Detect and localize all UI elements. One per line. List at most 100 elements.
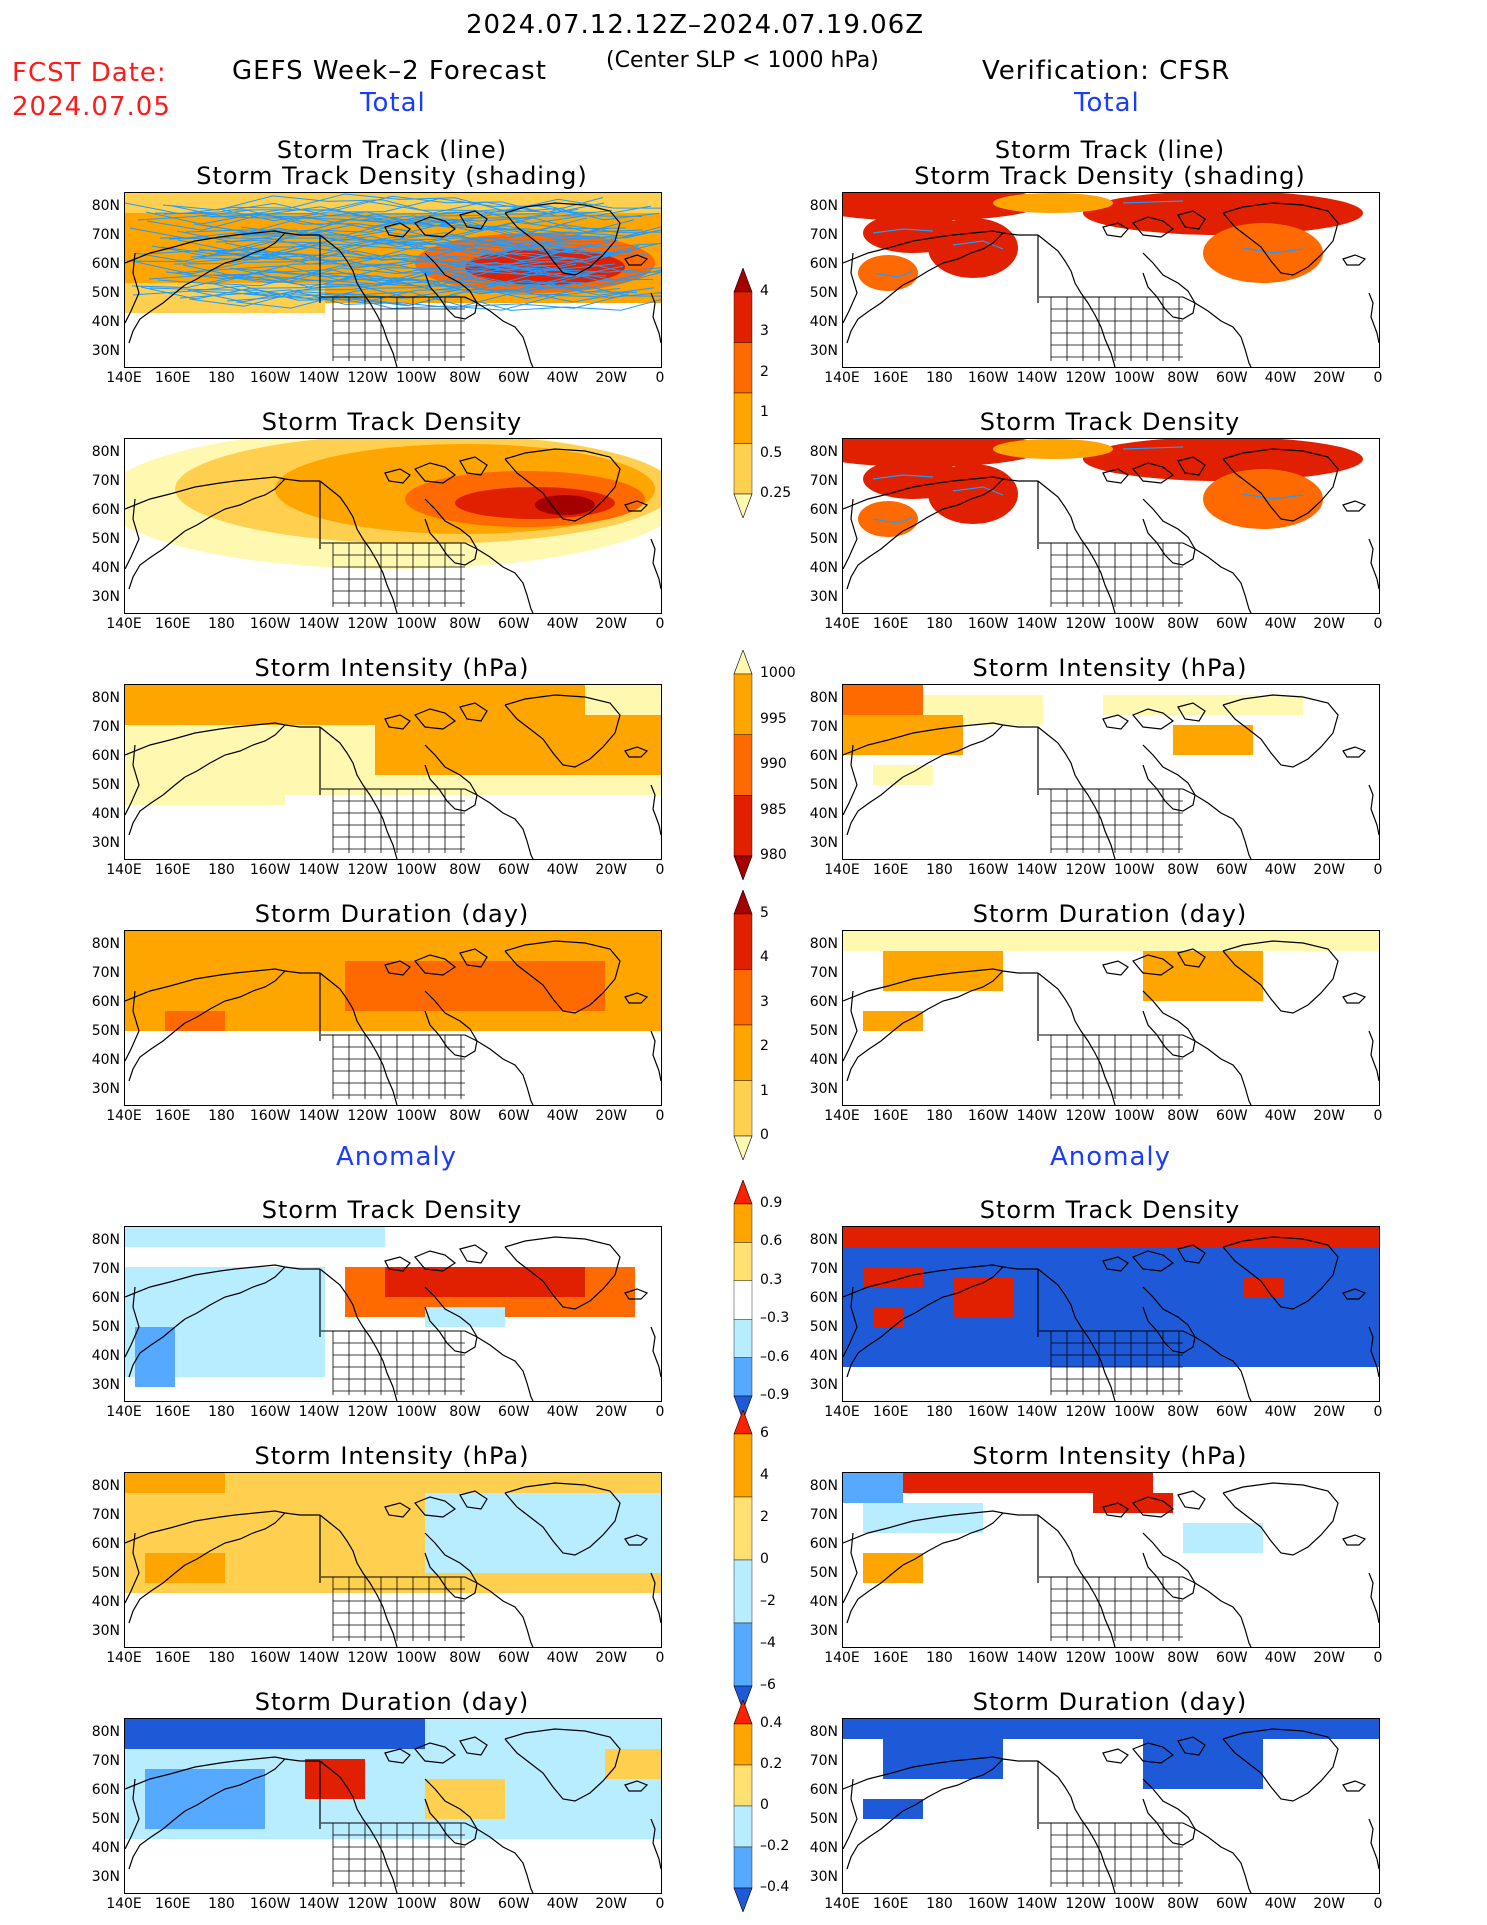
lon-tick-label: 180 — [208, 1404, 235, 1420]
lon-tick-label: 100W — [396, 1896, 437, 1912]
lon-tick-label: 180 — [208, 1108, 235, 1124]
lon-tick-label: 60W — [497, 1404, 530, 1420]
coastline-5 — [843, 1286, 858, 1358]
lon-tick-label: 140W — [1016, 1896, 1058, 1912]
colorbar-label: 980 — [760, 847, 787, 863]
coastline-9 — [1132, 708, 1175, 730]
lat-tick-label: 40N — [809, 1348, 838, 1364]
lon-tick-label: 180 — [208, 1650, 235, 1666]
density-e — [1083, 193, 1363, 235]
lon-tick-label: 80W — [1167, 1896, 1199, 1912]
coastline-7 — [1194, 548, 1252, 613]
coastline-3 — [902, 478, 1004, 532]
lat-tick-label: 50N — [809, 285, 838, 301]
lon-tick-label: 140W — [1016, 1650, 1058, 1666]
verification-map-row-6 — [842, 1718, 1380, 1894]
lon-tick-label: 20W — [595, 1404, 628, 1420]
lat-tick-label: 60N — [91, 256, 120, 272]
panel-title: Storm Duration (day) — [972, 900, 1248, 928]
lon-tick-label: 160E — [154, 1108, 191, 1124]
panel-title: Storm Track (line) — [994, 136, 1226, 164]
right-total-label: Total — [1074, 88, 1140, 118]
colorbar-label: 4 — [760, 283, 769, 299]
lon-tick-label: 140E — [824, 616, 860, 632]
colorbar-label: 4 — [760, 1467, 769, 1483]
lon-tick-label: 160E — [872, 862, 909, 878]
density-g — [993, 193, 1113, 213]
lon-tick-label: 20W — [1313, 1108, 1346, 1124]
coastline-13 — [650, 1572, 661, 1624]
colorbar-segment — [733, 1203, 753, 1243]
lon-tick-label: 180 — [926, 370, 953, 386]
lon-tick-label: 120W — [1065, 1404, 1106, 1420]
lon-tick-label: 0 — [1373, 1108, 1383, 1124]
lon-tick-label: 40W — [546, 862, 579, 878]
lon-tick-label: 120W — [347, 1650, 388, 1666]
coastline-12 — [624, 746, 649, 758]
verification-map-row-5 — [842, 1472, 1380, 1648]
coastline-10 — [1177, 1490, 1206, 1510]
colorbar-segment — [733, 291, 753, 343]
lat-tick-label: 60N — [91, 748, 120, 764]
anom-east — [605, 1749, 661, 1779]
coastline-11 — [1102, 222, 1129, 238]
lat-tick-label: 50N — [91, 285, 120, 301]
colorbar-anom_intensity — [733, 1409, 753, 1711]
lat-tick-label: 50N — [91, 777, 120, 793]
lat-tick-label: 40N — [91, 1052, 120, 1068]
coastline-8 — [1222, 1482, 1339, 1556]
colorbar-segment — [733, 1024, 753, 1081]
fcst-date-value: 2024.07.05 — [12, 92, 171, 122]
coastline-11 — [1102, 1748, 1129, 1764]
colorbar-top-arrow — [733, 1409, 753, 1435]
lat-tick-label: 80N — [91, 1724, 120, 1740]
lon-tick-label: 20W — [1313, 370, 1346, 386]
coastline-0 — [125, 1510, 320, 1544]
lon-tick-label: 160E — [154, 1404, 191, 1420]
us-state-borders — [321, 296, 478, 361]
colorbar-label: 990 — [760, 756, 787, 772]
coastline-8 — [504, 940, 621, 1014]
panel-title: Storm Intensity (hPa) — [972, 654, 1248, 682]
coastline-8 — [1222, 1236, 1339, 1310]
lon-tick-label: 60W — [497, 1896, 530, 1912]
lon-tick-label: 140E — [824, 1650, 860, 1666]
anom-neg-east — [425, 1307, 505, 1327]
lon-tick-label: 100W — [1114, 1896, 1155, 1912]
lon-tick-label: 140E — [106, 1404, 142, 1420]
lat-tick-label: 50N — [809, 1023, 838, 1039]
coastline-13 — [650, 538, 661, 590]
coastline-5 — [843, 744, 858, 816]
coastline-8 — [1222, 202, 1339, 276]
lat-tick-label: 40N — [91, 1840, 120, 1856]
lat-tick-label: 60N — [91, 1290, 120, 1306]
forecast-map-row-6 — [124, 1718, 662, 1894]
lat-tick-label: 80N — [91, 198, 120, 214]
lon-tick-label: 120W — [347, 370, 388, 386]
coastline-11 — [1102, 1502, 1129, 1518]
coastline-13 — [1368, 1326, 1379, 1378]
lat-tick-label: 70N — [809, 473, 838, 489]
coastline-7 — [1194, 302, 1252, 367]
coastline-2 — [319, 972, 398, 1105]
lon-tick-label: 20W — [595, 1108, 628, 1124]
us-state-borders — [1039, 1822, 1196, 1887]
coastline-12 — [624, 992, 649, 1004]
colorbar-segment — [733, 1723, 753, 1766]
lon-tick-label: 160W — [249, 616, 291, 632]
lon-tick-label: 180 — [926, 862, 953, 878]
coastline-5 — [843, 252, 858, 324]
lon-tick-label: 160E — [872, 1404, 909, 1420]
lat-tick-label: 70N — [809, 1261, 838, 1277]
period-title: 2024.07.12.12Z–2024.07.19.06Z — [466, 10, 925, 40]
coastline-0 — [843, 968, 1038, 1002]
colorbar-label: 0 — [760, 1797, 769, 1813]
colorbar-label: 0.2 — [760, 1756, 783, 1772]
coastline-2 — [1037, 234, 1116, 367]
anom-d — [873, 1307, 903, 1327]
verification-map-row-4 — [842, 1226, 1380, 1402]
density-a — [843, 193, 1043, 221]
colorbar-label: 2 — [760, 1509, 769, 1525]
lat-tick-label: 80N — [91, 1232, 120, 1248]
lat-tick-label: 60N — [809, 1536, 838, 1552]
